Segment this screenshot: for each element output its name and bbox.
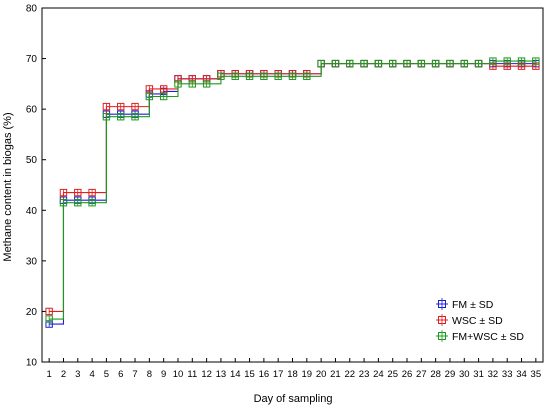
x-tick-label: 27	[416, 369, 427, 380]
x-tick-label: 26	[402, 369, 413, 380]
series-line	[49, 60, 536, 320]
x-tick-label: 11	[187, 369, 197, 380]
x-tick-label: 18	[287, 369, 298, 380]
x-tick-label: 17	[273, 369, 284, 380]
legend-label: FM ± SD	[452, 299, 494, 311]
legend: FM ± SD WSC ± SD FM+WSC ± SD	[436, 298, 524, 343]
x-tick-label: 24	[373, 369, 384, 380]
x-tick-label: 13	[216, 369, 227, 380]
x-tick-label: 16	[259, 369, 270, 380]
x-tick-label: 2	[61, 369, 66, 380]
series-1	[45, 59, 540, 328]
x-tick-label: 31	[473, 369, 484, 380]
x-tick-label: 1	[47, 369, 52, 380]
x-tick-label: 32	[488, 369, 499, 380]
x-tick-label: 15	[244, 369, 255, 380]
x-tick-label: 20	[316, 369, 327, 380]
x-tick-label: 10	[173, 369, 184, 380]
y-tick-label: 70	[26, 54, 38, 65]
x-tick-label: 33	[502, 369, 513, 380]
x-tick-label: 23	[359, 369, 370, 380]
x-tick-label: 12	[201, 369, 212, 380]
x-tick-label: 22	[344, 369, 355, 380]
x-tick-label: 34	[516, 369, 527, 380]
y-tick-label: 80	[26, 4, 38, 15]
legend-label: WSC ± SD	[452, 315, 503, 327]
x-tick-label: 35	[531, 369, 542, 380]
x-tick-label: 21	[330, 369, 341, 380]
y-tick-label: 40	[26, 206, 38, 217]
legend-label: FM+WSC ± SD	[452, 331, 524, 343]
x-tick-label: 4	[89, 369, 94, 380]
y-tick-label: 20	[26, 307, 38, 318]
series-2	[45, 59, 540, 316]
x-tick-label: 7	[132, 369, 137, 380]
y-tick-label: 30	[26, 256, 38, 267]
x-tick-label: 28	[430, 369, 441, 380]
x-tick-label: 8	[147, 369, 152, 380]
y-tick-label: 60	[26, 105, 38, 116]
x-tick-label: 14	[230, 369, 241, 380]
series-line	[49, 63, 536, 325]
x-tick-label: 9	[161, 369, 166, 380]
x-tick-label: 30	[459, 369, 470, 380]
x-tick-label: 6	[118, 369, 123, 380]
x-tick-label: 29	[445, 369, 456, 380]
y-tick-label: 50	[26, 155, 38, 166]
x-tick-label: 5	[104, 369, 109, 380]
y-axis-title: Methane content in biogas (%)	[2, 112, 14, 261]
x-axis-title: Day of sampling	[254, 393, 333, 405]
series-3	[45, 57, 540, 323]
x-tick-label: 19	[302, 369, 313, 380]
series-line	[49, 63, 536, 312]
y-tick-label: 10	[26, 358, 38, 369]
x-tick-label: 25	[387, 369, 398, 380]
x-tick-label: 3	[75, 369, 80, 380]
